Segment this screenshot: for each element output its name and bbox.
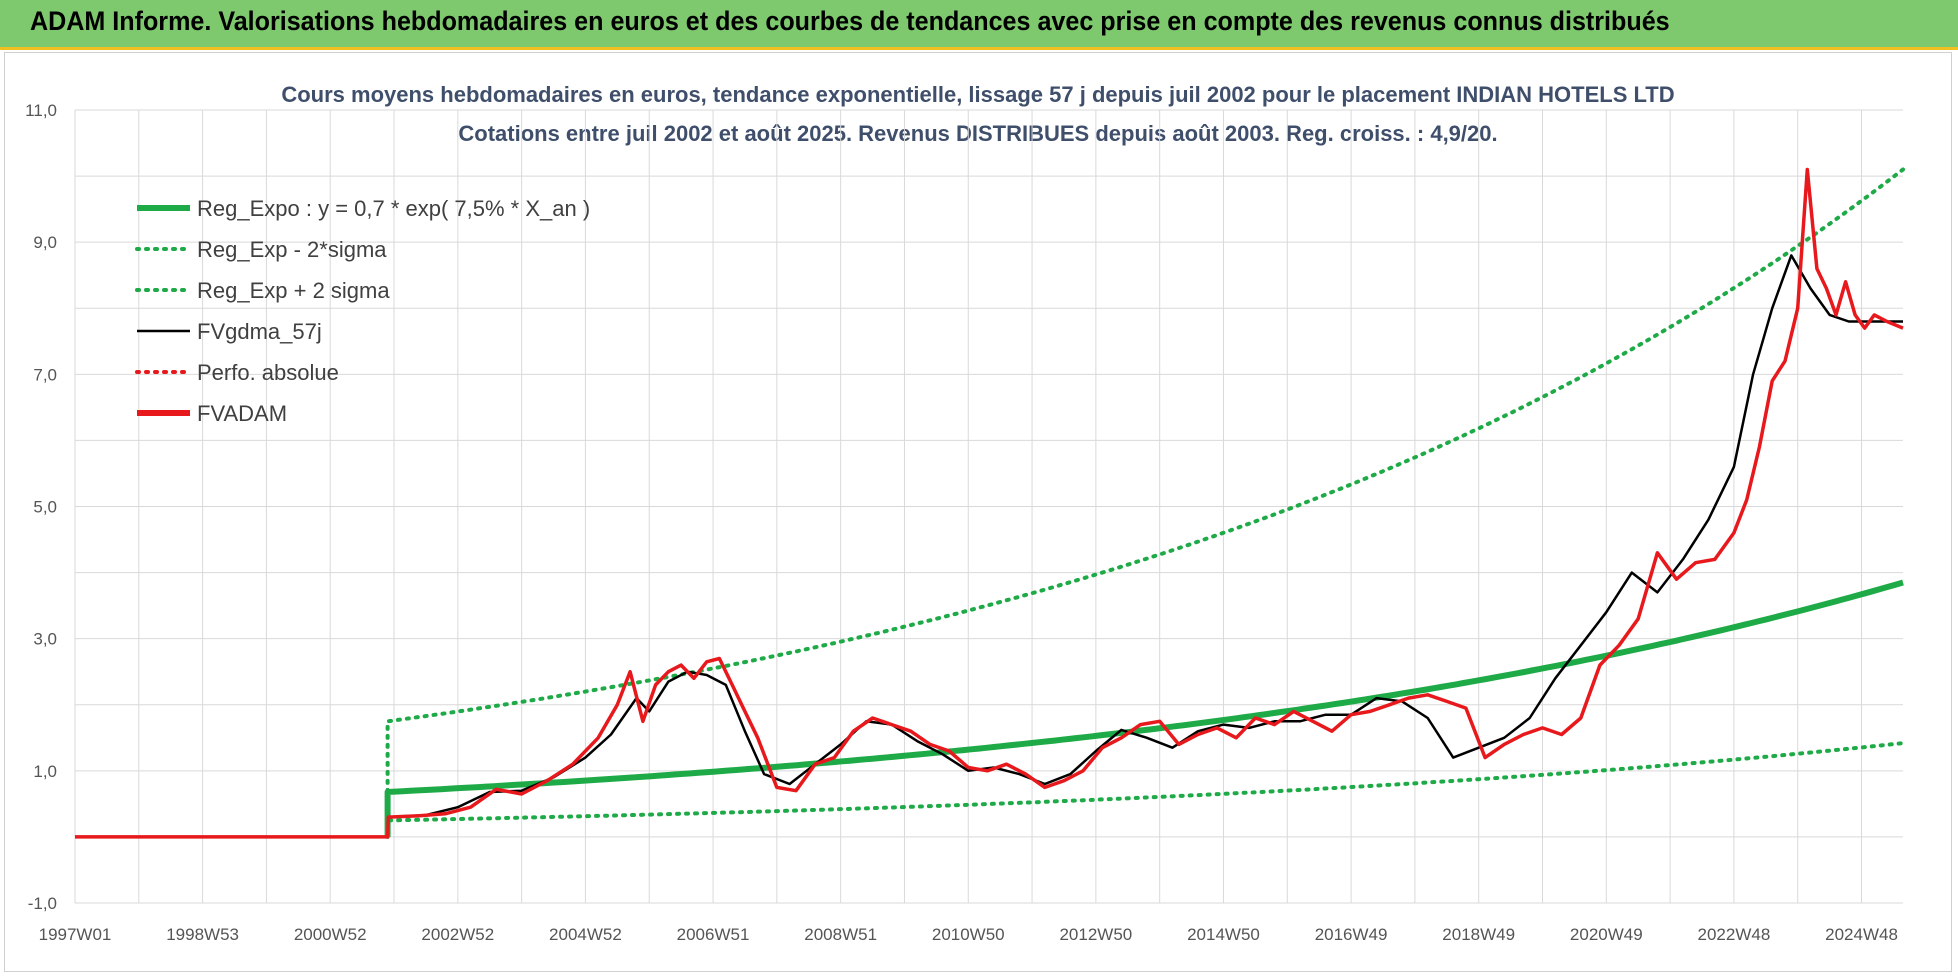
x-tick-label: 2024W48 <box>1825 925 1898 944</box>
x-tick-label: 2020W49 <box>1570 925 1643 944</box>
chart-grid <box>74 109 1903 904</box>
x-tick-label: 1997W01 <box>39 925 112 944</box>
x-tick-label: 2010W50 <box>932 925 1005 944</box>
series-line-2 <box>385 167 1905 839</box>
x-tick-label: 2008W51 <box>804 925 877 944</box>
legend-label: FVADAM <box>197 401 287 426</box>
x-tick-label: 2016W49 <box>1315 925 1388 944</box>
series-line-5 <box>75 167 1904 839</box>
series-line-0 <box>384 579 1904 837</box>
y-tick-label: -1,0 <box>28 894 57 913</box>
y-tick-label: 7,0 <box>33 365 57 384</box>
x-tick-label: 1998W53 <box>166 925 239 944</box>
legend-label: Perfo. absolue <box>197 360 339 385</box>
y-tick-label: 5,0 <box>33 498 57 517</box>
x-tick-label: 2004W52 <box>549 925 622 944</box>
legend-label: Reg_Exp + 2 sigma <box>197 278 390 303</box>
legend-label: FVgdma_57j <box>197 319 322 344</box>
chart-axes: -1,0 1,0 3,0 5,0 7,0 9,0 11,0 1997W01 1998W53 200… <box>25 101 1898 944</box>
x-tick-label: 2002W52 <box>421 925 494 944</box>
x-tick-label: 2018W49 <box>1442 925 1515 944</box>
chart-frame <box>4 52 1952 972</box>
chart-legend: Reg_Expo : y = 0,7 * exp( 7,5% * X_an ) R… <box>135 196 590 426</box>
y-tick-label: 11,0 <box>25 101 57 120</box>
x-tick-label: 2006W51 <box>677 925 750 944</box>
series-line-3 <box>75 254 1903 839</box>
x-tick-label: 2012W50 <box>1059 925 1132 944</box>
series-line-1 <box>385 741 1905 839</box>
chart-series <box>75 167 1905 839</box>
legend-label: Reg_Exp - 2*sigma <box>197 237 387 262</box>
x-tick-label: 2000W52 <box>294 925 367 944</box>
y-tick-label: 3,0 <box>33 630 57 649</box>
report-title: ADAM Informe. Valorisations hebdomadaire… <box>30 6 1670 36</box>
x-tick-label: 2014W50 <box>1187 925 1260 944</box>
x-tick-label: 2022W48 <box>1698 925 1771 944</box>
chart-title-line2: Cotations entre juil 2002 et août 2025. … <box>458 121 1497 146</box>
legend-label: Reg_Expo : y = 0,7 * exp( 7,5% * X_an ) <box>197 196 590 221</box>
y-tick-label: 1,0 <box>33 762 57 781</box>
y-tick-label: 9,0 <box>33 233 57 252</box>
chart-title-line1: Cours moyens hebdomadaires en euros, ten… <box>281 82 1674 107</box>
report-banner: ADAM Informe. Valorisations hebdomadaire… <box>0 0 1958 50</box>
